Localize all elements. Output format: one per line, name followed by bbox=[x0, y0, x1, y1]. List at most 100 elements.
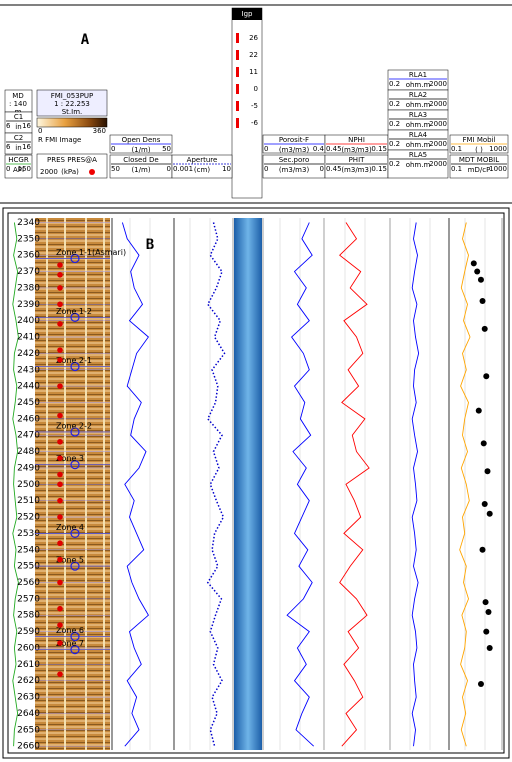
track-header-box bbox=[4, 154, 33, 179]
panel-b-inner bbox=[7, 212, 505, 754]
facies-swatch bbox=[236, 33, 239, 43]
zone-marker bbox=[70, 528, 80, 539]
pressure-point bbox=[57, 347, 63, 353]
image-scale: 360 bbox=[93, 127, 106, 135]
depth-label: 2620 bbox=[17, 676, 40, 686]
track-title: RLA3 bbox=[409, 111, 427, 119]
depth-label: 2370 bbox=[17, 267, 40, 277]
track-scale-right: 50 bbox=[162, 145, 171, 153]
facies-swatch bbox=[236, 67, 239, 77]
pressure-point bbox=[57, 640, 63, 646]
depth-label: 2450 bbox=[17, 398, 40, 408]
track-scale-left: 0.001 bbox=[173, 165, 193, 173]
track-scale-left: 0 bbox=[6, 165, 10, 173]
track-scale-right: 150 bbox=[18, 165, 31, 173]
image-header-text: St.Im. bbox=[62, 108, 83, 116]
pressure-point bbox=[57, 481, 63, 488]
mdt-point bbox=[470, 260, 477, 267]
mdt-point bbox=[477, 276, 484, 283]
track-scale-right: 2000 bbox=[429, 140, 447, 148]
facies-swatch bbox=[236, 118, 239, 128]
depth-label: 2420 bbox=[17, 349, 40, 359]
depth-label: 2490 bbox=[17, 463, 40, 473]
pressure-point bbox=[57, 514, 63, 520]
track-title: Aperture bbox=[187, 156, 218, 164]
depth-label: 2400 bbox=[17, 316, 40, 326]
facies-class: 0 bbox=[254, 85, 258, 93]
track-title: HCGR bbox=[8, 156, 29, 164]
mdt-point bbox=[485, 608, 492, 615]
track-scale-right: 0.15 bbox=[371, 145, 387, 153]
track-scale-right: 0.15 bbox=[371, 165, 387, 173]
log-curve bbox=[459, 222, 471, 747]
depth-label: 2380 bbox=[17, 283, 40, 293]
mdt-point bbox=[481, 500, 488, 507]
pressure-point bbox=[57, 357, 63, 363]
track-title: NPHI bbox=[348, 136, 365, 144]
depth-label: 2390 bbox=[17, 300, 40, 310]
depth-label: 2430 bbox=[17, 365, 40, 375]
track-title: C1 bbox=[14, 113, 23, 121]
track-scale-left: 0 bbox=[264, 165, 268, 173]
zone-marker bbox=[70, 631, 80, 642]
track-title: Sec.poro bbox=[279, 156, 310, 164]
mdt-point bbox=[486, 644, 493, 651]
color-bar bbox=[36, 117, 108, 128]
track-header-box bbox=[171, 154, 233, 179]
depth-label: 2580 bbox=[17, 611, 40, 621]
pressure-point bbox=[57, 579, 63, 586]
pressure-point bbox=[57, 285, 63, 291]
track-unit: ohm.m bbox=[406, 81, 431, 89]
depth-label: 2520 bbox=[17, 513, 40, 523]
track-scale-left: 0.1 bbox=[451, 165, 462, 173]
zone-label: Zone 1-1(Asmari) bbox=[56, 248, 126, 257]
track-unit: (m3/m3) bbox=[279, 146, 310, 154]
facies-swatch bbox=[236, 50, 239, 60]
pressure-point bbox=[57, 605, 63, 612]
track-unit: (m3/m3) bbox=[341, 166, 372, 174]
fmi-image bbox=[35, 218, 110, 750]
log-curve bbox=[12, 222, 19, 747]
track-scale-right: 2000 bbox=[429, 160, 447, 168]
depth-label: 2560 bbox=[17, 578, 40, 588]
depth-label: 2510 bbox=[17, 496, 40, 506]
pressure-point bbox=[57, 262, 63, 268]
pressure-point bbox=[57, 671, 63, 677]
depth-label: 2360 bbox=[17, 251, 40, 261]
track-unit: ohm.m bbox=[406, 101, 431, 109]
mdt-point bbox=[475, 407, 482, 414]
facies-title: Igp bbox=[242, 10, 254, 18]
depth-label: 2500 bbox=[17, 480, 40, 490]
track-header-box bbox=[449, 154, 509, 179]
track-title: RLA4 bbox=[409, 131, 428, 139]
mdt-point bbox=[479, 298, 486, 305]
depth-label: 2550 bbox=[17, 562, 40, 572]
pressure-point bbox=[57, 556, 63, 563]
track-scale-right: 10 bbox=[222, 165, 231, 173]
zone-label: Zone 3 bbox=[56, 454, 84, 463]
pressure-point bbox=[57, 272, 63, 278]
track-title: RLA5 bbox=[409, 151, 427, 159]
track-scale-left: 0.2 bbox=[389, 140, 400, 148]
track-title: Porosit-F bbox=[279, 136, 309, 144]
mdt-point bbox=[483, 628, 490, 635]
depth-label: 2350 bbox=[17, 234, 40, 244]
facies-class: 22 bbox=[249, 51, 258, 59]
image-scale: 0 bbox=[38, 127, 42, 135]
zone-label: Zone 2-2 bbox=[56, 421, 92, 430]
track-title: RLA2 bbox=[409, 91, 427, 99]
pressure-point bbox=[57, 497, 63, 504]
facies-class: -5 bbox=[251, 102, 258, 110]
track-scale-right: 16 bbox=[22, 122, 31, 130]
md-label: MD bbox=[12, 92, 23, 100]
track-scale-right: 0 bbox=[167, 165, 171, 173]
log-curve bbox=[339, 222, 370, 747]
image-header-box bbox=[36, 89, 108, 117]
depth-label: 2410 bbox=[17, 333, 40, 343]
pressure-point bbox=[57, 301, 63, 308]
zone-marker bbox=[70, 460, 80, 470]
depth-label: 2610 bbox=[17, 660, 40, 670]
depth-label: 2640 bbox=[17, 709, 40, 719]
track-unit: (m3/m3) bbox=[341, 146, 372, 154]
